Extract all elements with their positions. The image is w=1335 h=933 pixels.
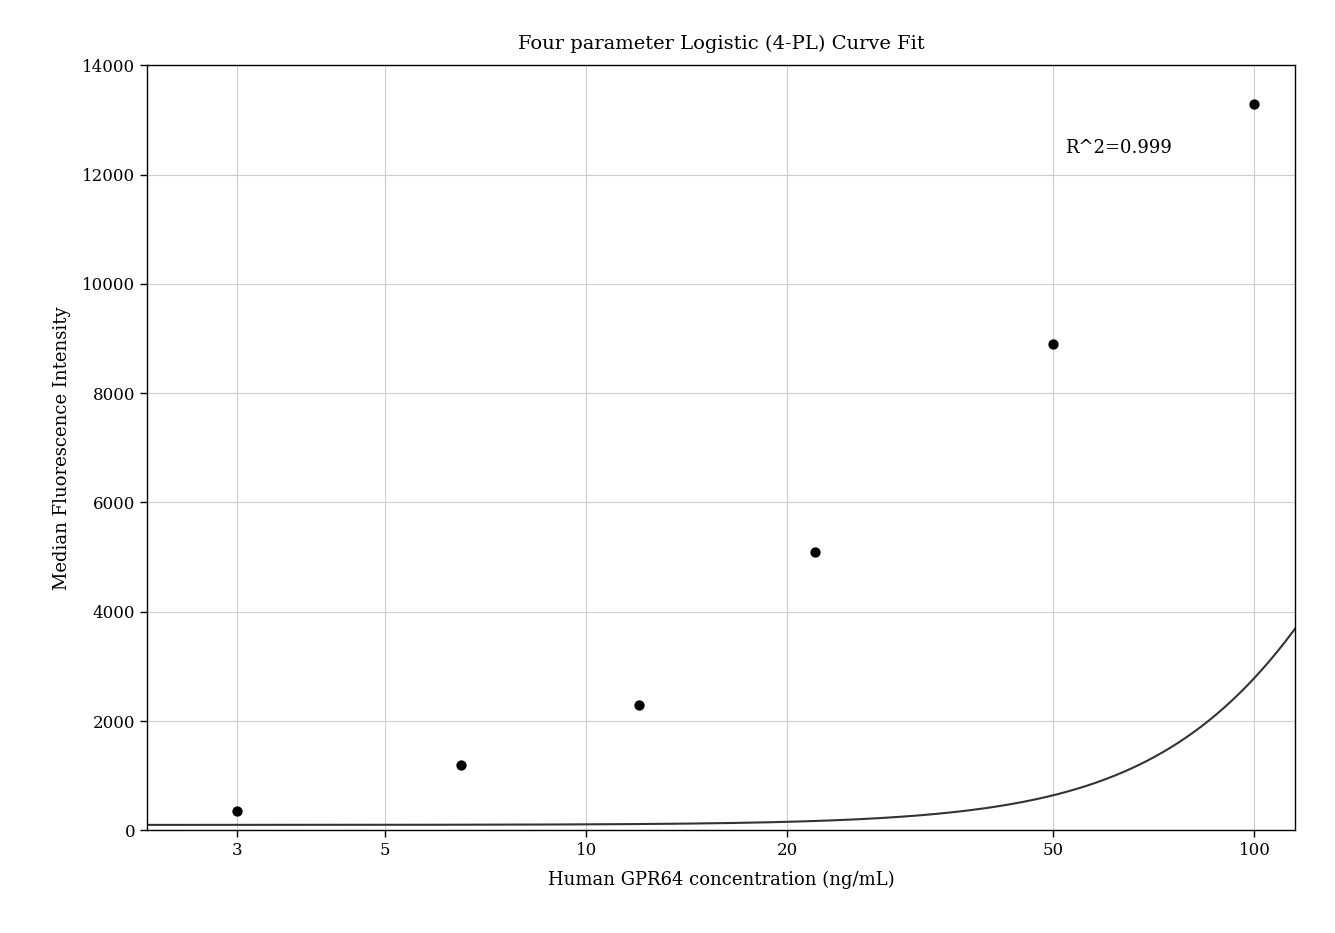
Text: R^2=0.999: R^2=0.999 [1064, 139, 1172, 157]
Point [1043, 337, 1064, 352]
Point [1244, 96, 1266, 111]
Point [805, 544, 826, 559]
Y-axis label: Median Fluorescence Intensity: Median Fluorescence Intensity [53, 306, 71, 590]
X-axis label: Human GPR64 concentration (ng/mL): Human GPR64 concentration (ng/mL) [547, 870, 894, 888]
Point [226, 804, 247, 819]
Title: Four parameter Logistic (4-PL) Curve Fit: Four parameter Logistic (4-PL) Curve Fit [518, 35, 924, 52]
Point [450, 758, 471, 773]
Point [629, 697, 650, 712]
